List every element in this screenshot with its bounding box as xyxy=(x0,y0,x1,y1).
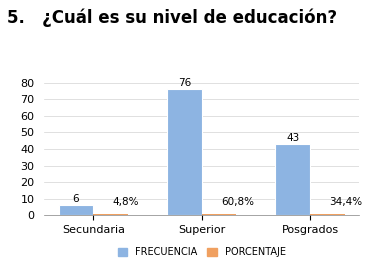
Text: 43: 43 xyxy=(286,133,299,143)
Legend: FRECUENCIA, PORCENTAJE: FRECUENCIA, PORCENTAJE xyxy=(114,243,289,261)
Text: 5.   ¿Cuál es su nivel de educación?: 5. ¿Cuál es su nivel de educación? xyxy=(7,8,337,27)
Bar xyxy=(310,214,344,215)
Text: 6: 6 xyxy=(73,194,79,204)
Bar xyxy=(275,144,310,215)
Bar xyxy=(202,214,236,215)
Text: 60,8%: 60,8% xyxy=(221,197,254,207)
Text: 4,8%: 4,8% xyxy=(113,197,139,207)
Bar xyxy=(167,89,202,215)
Text: 76: 76 xyxy=(178,78,191,88)
Text: 34,4%: 34,4% xyxy=(329,197,363,207)
Bar xyxy=(59,205,93,215)
Bar xyxy=(93,214,128,215)
